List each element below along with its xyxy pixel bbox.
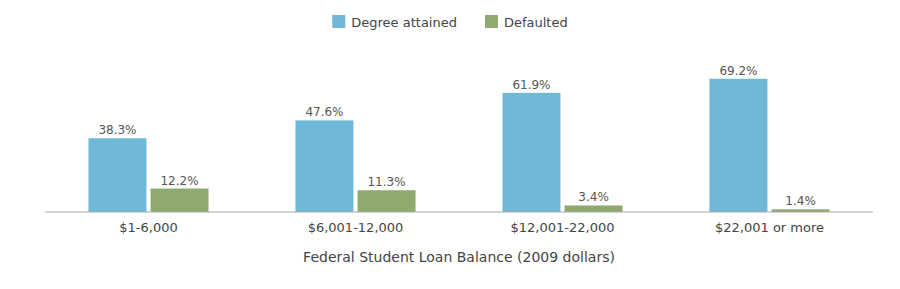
bar xyxy=(295,120,353,212)
bar xyxy=(88,138,146,212)
x-tick-label: $22,001 or more xyxy=(715,220,824,235)
legend-swatch xyxy=(332,15,345,28)
data-label: 47.6% xyxy=(305,105,343,119)
data-label: 11.3% xyxy=(367,175,405,189)
bar xyxy=(151,189,209,212)
x-tick-label: $1-6,000 xyxy=(119,220,177,235)
x-axis-line xyxy=(45,212,873,213)
legend: Degree attained Defaulted xyxy=(332,15,567,30)
bar xyxy=(565,205,623,212)
x-tick-label: $12,001-22,000 xyxy=(511,220,615,235)
data-label: 12.2% xyxy=(160,174,198,188)
x-tick-label: $6,001-12,000 xyxy=(308,220,404,235)
bar xyxy=(502,93,560,212)
data-label: 1.4% xyxy=(785,194,816,208)
data-label: 61.9% xyxy=(512,78,550,92)
data-labels: 38.3% 47.6% 61.9% 69.2% 12.2% 11.3% 3.4% 1.4% xyxy=(98,64,815,209)
chart: 38.3% 47.6% 61.9% 69.2% 12.2% 11.3% 3.4% 1.4% $1… xyxy=(0,0,900,289)
data-label: 38.3% xyxy=(98,123,136,137)
legend-label: Degree attained xyxy=(351,15,457,30)
background xyxy=(0,0,900,289)
bar xyxy=(358,190,416,212)
legend-swatch xyxy=(485,15,498,28)
legend-label: Defaulted xyxy=(504,15,568,30)
bars xyxy=(88,79,829,212)
data-label: 69.2% xyxy=(719,64,757,78)
x-axis-label: Federal Student Loan Balance (2009 dolla… xyxy=(303,249,615,265)
data-label: 3.4% xyxy=(578,190,609,204)
bar xyxy=(709,79,767,212)
